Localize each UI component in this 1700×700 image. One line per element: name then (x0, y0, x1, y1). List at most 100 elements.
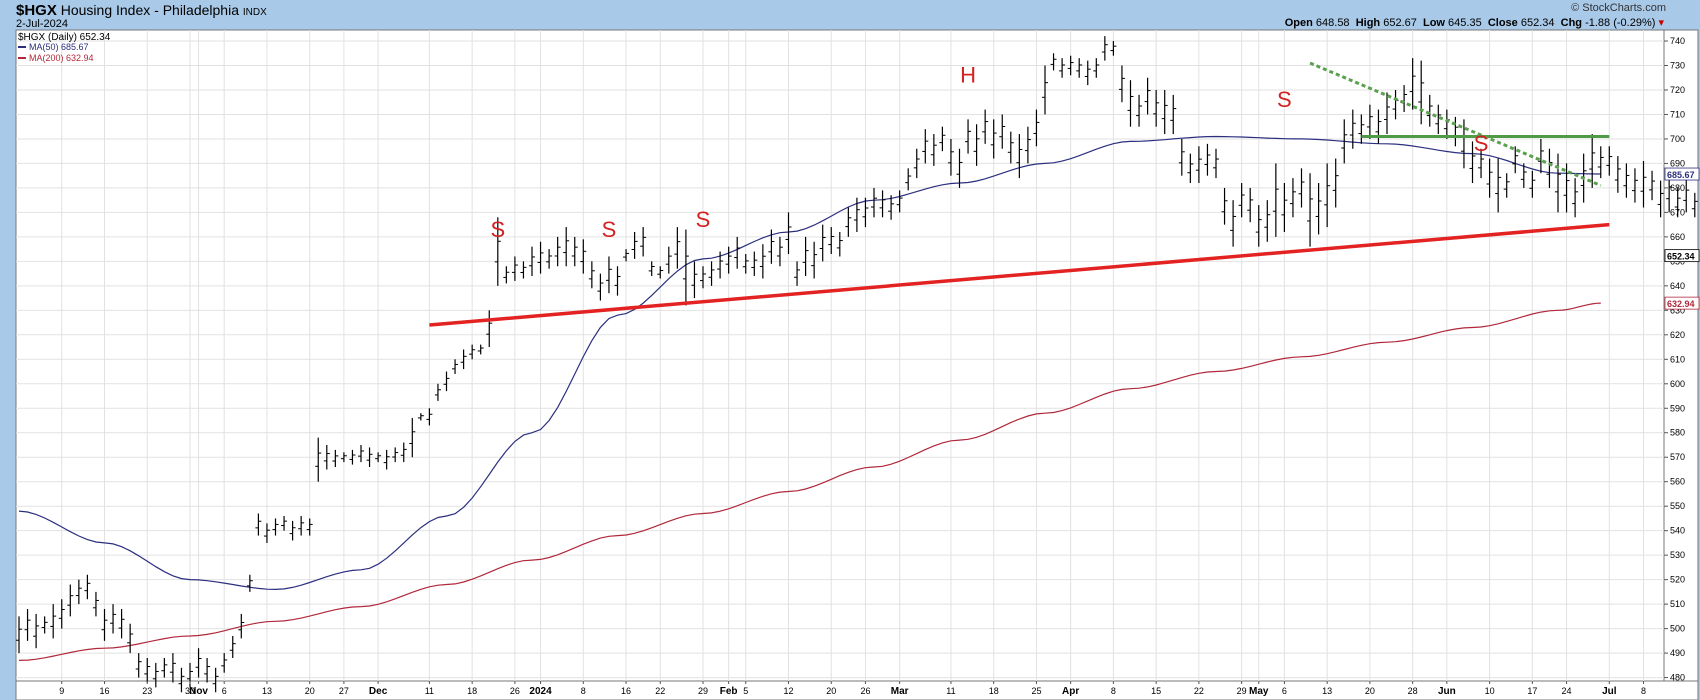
y-tick-label: 610 (1670, 354, 1685, 364)
y-tick-label: 590 (1670, 403, 1685, 413)
x-tick-label: 9 (59, 686, 64, 696)
y-tick-label: 660 (1670, 232, 1685, 242)
x-tick-label: 20 (305, 686, 315, 696)
ma50-line (18, 135, 1601, 591)
x-tick-label: 13 (262, 686, 272, 696)
value-tag (1664, 167, 1700, 181)
pattern-label: S (696, 207, 711, 232)
x-tick-label: 13 (1322, 686, 1332, 696)
trend-lines (429, 61, 1610, 327)
close-label: Close (1487, 17, 1518, 29)
down-arrow-icon: ▾ (1658, 17, 1664, 29)
y-tick-label: 560 (1670, 477, 1685, 487)
y-tick-label: 720 (1670, 85, 1685, 95)
y-tick-label: 690 (1670, 158, 1685, 168)
x-tick-label: 16 (99, 686, 109, 696)
legend: $HGX (Daily) 652.34 MA(50) 685.67 MA(200… (18, 32, 111, 63)
open-value: 648.58 (1315, 17, 1350, 29)
x-tick-label: 27 (339, 686, 349, 696)
x-tick-label: 10 (1485, 686, 1495, 696)
value-tag (1664, 249, 1700, 263)
y-tick-label: 540 (1670, 526, 1685, 536)
pattern-label: S (1474, 131, 1489, 156)
downtrend-line (1309, 61, 1602, 187)
pattern-label: H (960, 63, 976, 88)
brand-label: © StockCharts.com (1571, 2, 1666, 14)
y-tick-label: 480 (1670, 673, 1685, 683)
chart-title: $HGX Housing Index - Philadelphia INDX (16, 2, 267, 19)
x-tick-label: 18 (989, 686, 999, 696)
y-tick-label: 670 (1670, 207, 1685, 217)
x-tick-label: 8 (581, 686, 586, 696)
y-tick-label: 740 (1670, 36, 1685, 46)
x-tick-label: Jul (1602, 686, 1617, 697)
y-tick-label: 550 (1670, 501, 1685, 511)
y-tick-label: 620 (1670, 330, 1685, 340)
y-tick-label: 520 (1670, 575, 1685, 585)
y-axis: 480 490 500 510 520 530 540 550 560 570 580 590 600 6… (1664, 36, 1685, 683)
neckline-line (429, 222, 1610, 327)
y-tick-label: 640 (1670, 281, 1685, 291)
x-tick-label: 29 (1237, 686, 1247, 696)
x-tick-label: 24 (1562, 686, 1572, 696)
x-tick-label: 6 (222, 686, 227, 696)
symbol: $HGX (16, 2, 57, 19)
x-tick-label: 5 (743, 686, 748, 696)
x-tick-label: 26 (510, 686, 520, 696)
index-name: Housing Index - Philadelphia (60, 2, 239, 18)
high-value: 652.67 (1383, 17, 1417, 29)
chart-date: 2-Jul-2024 (16, 18, 68, 30)
y-tick-label: 580 (1670, 428, 1685, 438)
x-tick-label: 11 (946, 686, 955, 696)
x-tick-label: 22 (655, 686, 665, 696)
y-tick-label: 680 (1670, 183, 1685, 193)
x-tick-label: 20 (1365, 686, 1375, 696)
x-tick-label: Nov (189, 686, 208, 697)
x-tick-label: 11 (425, 686, 434, 696)
x-tick-label: Mar (891, 686, 909, 697)
open-label: Open (1284, 17, 1313, 29)
x-tick-label: 2024 (529, 686, 552, 697)
pattern-label: S (490, 217, 505, 242)
legend-ma200: MA(200) 632.94 (29, 53, 94, 63)
x-tick-label: 16 (621, 686, 631, 696)
low-label: Low (1422, 17, 1445, 29)
pattern-label: S (1277, 87, 1292, 112)
y-tick-label: 530 (1670, 550, 1685, 560)
value-tag (1664, 296, 1700, 310)
y-tick-label: 490 (1670, 648, 1685, 658)
xaxis-panel (15, 680, 1699, 700)
x-tick-label: 28 (1408, 686, 1418, 696)
y-tick-label: 600 (1670, 379, 1685, 389)
x-tick-label: Apr (1062, 686, 1079, 697)
x-tick-label: 18 (467, 686, 477, 696)
plot-background (15, 29, 1665, 682)
y-tick-label: 570 (1670, 452, 1685, 462)
x-tick-label: 23 (142, 686, 152, 696)
x-tick-label: 25 (1031, 686, 1041, 696)
y-tick-label: 710 (1670, 109, 1685, 119)
x-tick-label: 22 (1194, 686, 1204, 696)
x-tick-label: 6 (1282, 686, 1287, 696)
low-value: 645.35 (1448, 17, 1482, 29)
high-label: High (1355, 17, 1381, 29)
x-tick-label: 26 (860, 686, 870, 696)
y-tick-label: 510 (1670, 599, 1685, 609)
value-tags: 685.67 652.34 632.94 (1664, 167, 1700, 310)
ma200-series (18, 302, 1601, 661)
y-tick-label: 500 (1670, 624, 1685, 634)
pattern-label: S (602, 217, 617, 242)
x-tick-label: May (1249, 686, 1269, 697)
x-tick-label: 15 (1151, 686, 1161, 696)
x-tick-label: 20 (826, 686, 836, 696)
y-tick-label: 730 (1670, 61, 1685, 71)
value-tag-label: 685.67 (1667, 170, 1695, 180)
chg-value: -1.88 (-0.29%) (1585, 17, 1656, 29)
y-tick-label: 630 (1670, 305, 1685, 315)
ma50-series (18, 135, 1601, 591)
x-tick-label: 8 (1641, 686, 1646, 696)
x-tick-label: Feb (720, 686, 738, 697)
